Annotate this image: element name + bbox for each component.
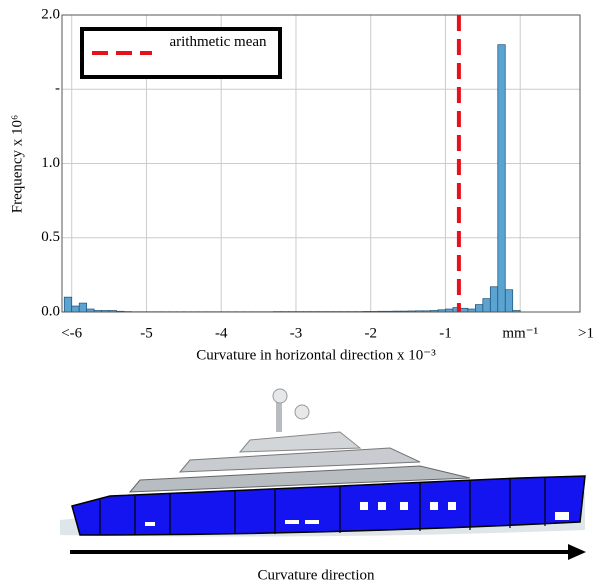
y-tick-label: 0.0 bbox=[41, 303, 60, 319]
radome bbox=[295, 405, 309, 419]
bar bbox=[79, 303, 86, 312]
deck bbox=[240, 432, 360, 452]
bar bbox=[475, 305, 482, 312]
arrow-head bbox=[568, 544, 586, 560]
y-tick-label: 0.5 bbox=[41, 229, 60, 245]
x-tick-label: mm⁻¹ bbox=[502, 325, 538, 341]
bar bbox=[483, 299, 490, 312]
legend-label: arithmetic mean bbox=[160, 33, 276, 51]
bar bbox=[498, 45, 505, 312]
x-tick-label: -5 bbox=[140, 325, 153, 341]
legend-label-box: arithmetic mean bbox=[160, 33, 276, 75]
bar bbox=[505, 290, 512, 312]
y-tick-label: 1.0 bbox=[41, 155, 60, 171]
bar bbox=[460, 308, 467, 312]
chart: Frequency x 10⁶ Curvature in horizontal … bbox=[0, 0, 595, 585]
x-tick-label: -3 bbox=[290, 325, 303, 341]
y-tick-label: - bbox=[55, 81, 60, 97]
bar bbox=[490, 287, 497, 312]
plot-area: 0.0 0.5 1.0 - 2.0 <-6 -5 -4 -3 -2 -1 mm⁻¹ >1 arithmet… bbox=[41, 6, 594, 341]
x-axis-label: Curvature in horizontal direction x 10⁻³ bbox=[196, 347, 436, 363]
yacht-illustration bbox=[60, 389, 586, 560]
bar bbox=[64, 297, 71, 312]
y-tick-label: 2.0 bbox=[41, 6, 60, 22]
x-tick-label: -1 bbox=[439, 325, 452, 341]
y-axis-label: Frequency x 10⁶ bbox=[9, 115, 25, 214]
x-tick-label: -2 bbox=[364, 325, 377, 341]
radome bbox=[273, 389, 287, 403]
bar bbox=[72, 306, 79, 312]
x-tick-label: -4 bbox=[215, 325, 228, 341]
figure-caption: Curvature direction bbox=[257, 567, 375, 583]
x-tick-label: >1 bbox=[578, 325, 594, 341]
x-tick-label: <-6 bbox=[61, 325, 82, 341]
